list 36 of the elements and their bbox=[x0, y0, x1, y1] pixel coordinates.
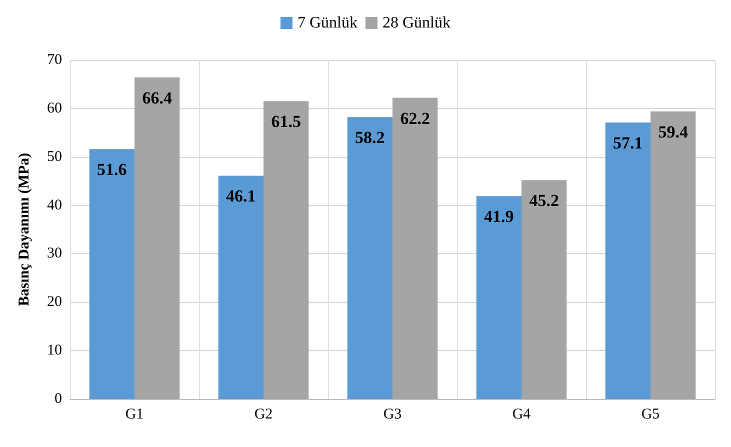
bar bbox=[476, 196, 522, 399]
bar bbox=[605, 122, 650, 399]
data-label: 51.6 bbox=[97, 160, 127, 180]
data-label: 59.4 bbox=[658, 122, 688, 142]
data-label: 46.1 bbox=[226, 186, 256, 206]
data-label: 66.4 bbox=[142, 88, 172, 108]
bar bbox=[89, 149, 134, 399]
y-axis-title: Basınç Dayanımı (MPa) bbox=[16, 152, 32, 306]
bar bbox=[650, 111, 696, 399]
y-tick-label: 20 bbox=[47, 294, 62, 310]
y-tick-label: 60 bbox=[47, 100, 62, 116]
data-label: 58.2 bbox=[355, 128, 385, 148]
y-tick-label: 0 bbox=[54, 391, 62, 407]
bar bbox=[218, 176, 264, 399]
x-tick-label: G1 bbox=[125, 406, 144, 422]
data-label: 41.9 bbox=[484, 207, 514, 226]
y-tick-label: 50 bbox=[47, 148, 62, 165]
bar bbox=[522, 180, 567, 399]
y-tick-label: 10 bbox=[47, 342, 62, 359]
bar bbox=[264, 101, 309, 399]
x-tick-label: G5 bbox=[641, 406, 660, 422]
data-label: 45.2 bbox=[529, 191, 559, 210]
data-label: 57.1 bbox=[613, 133, 643, 152]
data-label: 61.5 bbox=[271, 112, 301, 132]
data-label: 62.2 bbox=[400, 108, 430, 128]
y-tick-label: 30 bbox=[47, 246, 62, 262]
legend-label: 7 Günlük bbox=[298, 14, 358, 32]
bar bbox=[392, 98, 438, 399]
x-tick-label: G2 bbox=[254, 406, 273, 422]
x-tick-label: G4 bbox=[512, 406, 532, 422]
x-tick-label: G3 bbox=[383, 406, 402, 422]
legend-label: 28 Günlük bbox=[382, 14, 450, 32]
y-tick-label: 70 bbox=[47, 52, 62, 68]
y-tick-label: 40 bbox=[47, 197, 62, 214]
bar bbox=[347, 117, 392, 399]
bar bbox=[134, 77, 180, 399]
